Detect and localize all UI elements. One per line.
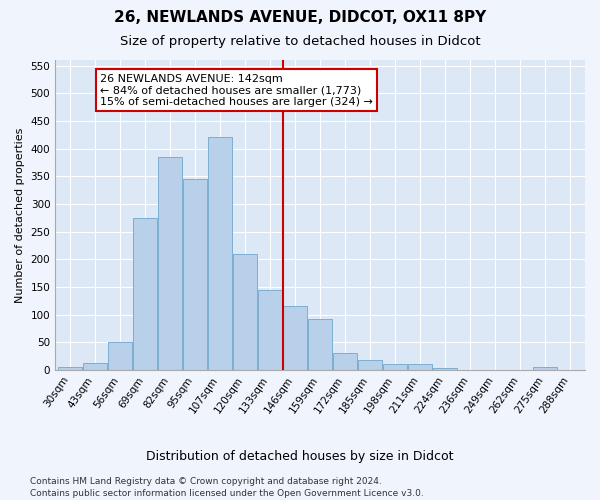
Bar <box>358 360 382 370</box>
Bar <box>208 138 232 370</box>
Bar <box>233 254 257 370</box>
Bar <box>433 368 457 370</box>
Bar <box>333 354 357 370</box>
Bar <box>108 342 132 370</box>
Bar <box>308 319 332 370</box>
Bar <box>283 306 307 370</box>
Text: Contains public sector information licensed under the Open Government Licence v3: Contains public sector information licen… <box>30 489 424 498</box>
Text: 26 NEWLANDS AVENUE: 142sqm
← 84% of detached houses are smaller (1,773)
15% of s: 26 NEWLANDS AVENUE: 142sqm ← 84% of deta… <box>100 74 373 107</box>
Text: Contains HM Land Registry data © Crown copyright and database right 2024.: Contains HM Land Registry data © Crown c… <box>30 478 382 486</box>
Bar <box>158 157 182 370</box>
Text: 26, NEWLANDS AVENUE, DIDCOT, OX11 8PY: 26, NEWLANDS AVENUE, DIDCOT, OX11 8PY <box>114 10 486 25</box>
Text: Size of property relative to detached houses in Didcot: Size of property relative to detached ho… <box>119 35 481 48</box>
Bar <box>183 179 207 370</box>
Bar <box>83 364 107 370</box>
Bar <box>258 290 282 370</box>
Bar <box>408 364 432 370</box>
Bar <box>383 364 407 370</box>
Bar <box>533 367 557 370</box>
Bar <box>58 367 82 370</box>
Y-axis label: Number of detached properties: Number of detached properties <box>15 128 25 302</box>
Text: Distribution of detached houses by size in Didcot: Distribution of detached houses by size … <box>146 450 454 463</box>
Bar <box>133 218 157 370</box>
